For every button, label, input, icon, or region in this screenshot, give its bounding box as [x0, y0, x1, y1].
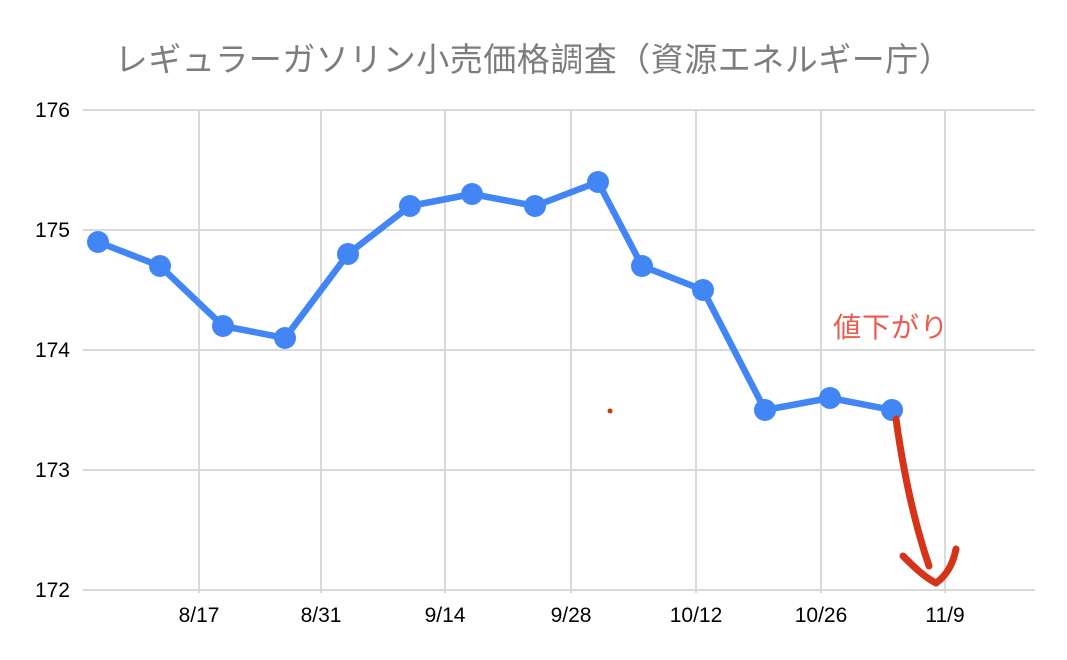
data-point [524, 195, 546, 217]
y-tick-label: 173 [35, 459, 70, 482]
y-tick-label: 172 [35, 579, 70, 602]
arrowhead-right-barb [932, 545, 960, 587]
stray-red-dot [607, 408, 613, 414]
y-tick-label: 175 [35, 219, 70, 242]
data-point [587, 171, 609, 193]
x-tick-label: 9/14 [425, 604, 466, 627]
x-tick-label: 11/9 [925, 604, 964, 627]
data-point [399, 195, 421, 217]
x-tick-label: 8/17 [179, 604, 220, 627]
data-point [692, 279, 714, 301]
annotation-text: 値下がり [833, 312, 949, 343]
y-tick-label: 174 [35, 339, 70, 362]
x-tick-label: 8/31 [301, 604, 342, 627]
y-tick-label: 176 [35, 99, 70, 122]
data-point [212, 315, 234, 337]
arrowhead-left-barb [899, 552, 940, 587]
price-line [94, 178, 896, 414]
data-point [754, 399, 776, 421]
data-point [631, 255, 653, 277]
chart-title: レギュラーガソリン小売価格調査（資源エネルギー庁） [114, 41, 953, 78]
data-point [461, 183, 483, 205]
data-point [337, 243, 359, 265]
data-point [274, 327, 296, 349]
data-point [881, 399, 903, 421]
x-tick-label: 9/28 [551, 604, 592, 627]
x-tick-label: 10/12 [670, 604, 723, 627]
data-point [149, 255, 171, 277]
data-point [87, 231, 109, 253]
x-tick-label: 10/26 [795, 604, 848, 627]
data-point [819, 387, 841, 409]
arrow-shaft [892, 415, 933, 570]
